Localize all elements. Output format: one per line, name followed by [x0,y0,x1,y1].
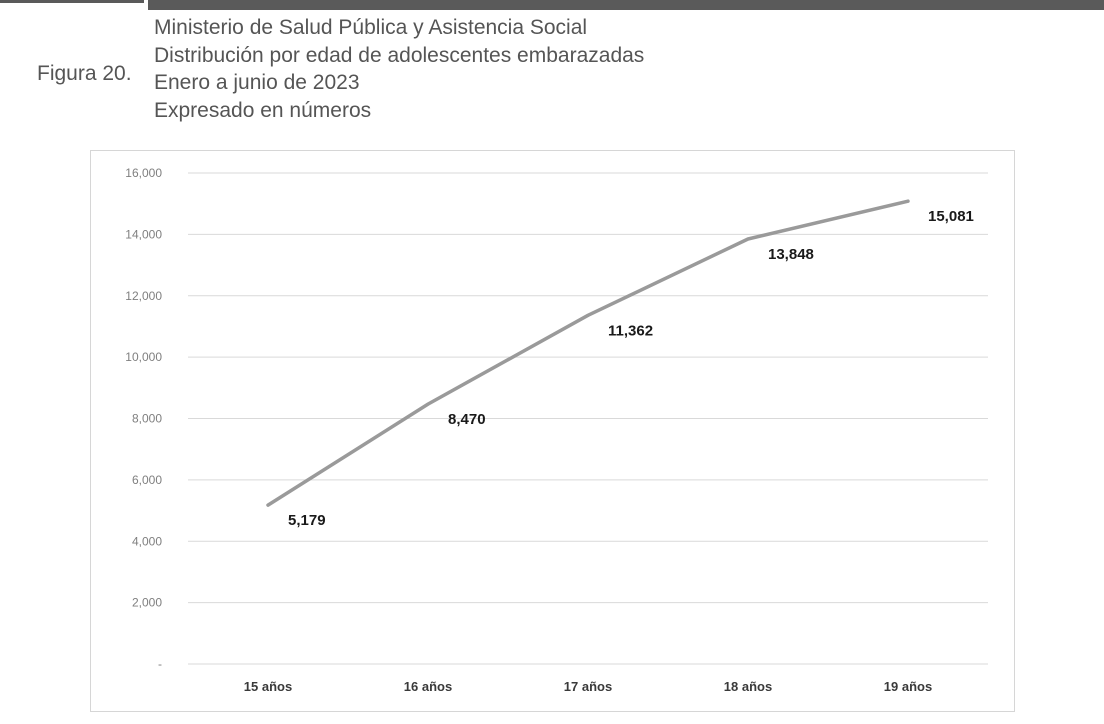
heading-units: Expresado en números [154,98,372,122]
chart-frame [90,150,1015,712]
line-chart: - 2,000 4,000 6,000 8,000 10,000 12,000 14,000 1… [125,166,988,694]
y-tick-label: 8,000 [132,412,162,426]
data-point [426,402,430,406]
y-tick-label: 12,000 [125,289,162,303]
data-label: 13,848 [768,246,814,263]
top-rule-right [148,0,1104,10]
data-label: 8,470 [448,411,486,428]
data-point [266,503,270,507]
figure-number: Figura 20. [37,62,132,85]
y-tick-label: 2,000 [132,596,162,610]
data-label: 15,081 [928,208,974,225]
y-tick-label: - [158,657,162,671]
figure-heading: Ministerio de Salud Pública y Asistencia… [154,14,644,124]
y-tick-label: 10,000 [125,350,162,364]
x-tick-label: 19 años [884,679,932,694]
data-point [746,237,750,241]
x-tick-label: 15 años [244,679,292,694]
heading-period: Enero a junio de 2023 [154,71,360,94]
data-label: 5,179 [288,512,326,529]
heading-title: Distribución por edad de adolescentes em… [154,43,645,67]
y-tick-label: 6,000 [132,473,162,487]
x-tick-label: 18 años [724,679,772,694]
y-tick-label: 14,000 [125,227,162,241]
data-label: 11,362 [608,322,653,339]
heading-ministry: Ministerio de Salud Pública y Asistencia… [154,16,588,39]
top-rule-left [0,0,144,3]
data-point [586,313,590,317]
x-tick-label: 16 años [404,679,452,694]
x-tick-label: 17 años [564,679,612,694]
y-tick-label: 16,000 [125,166,162,180]
data-point [906,199,910,203]
y-tick-label: 4,000 [132,534,162,548]
